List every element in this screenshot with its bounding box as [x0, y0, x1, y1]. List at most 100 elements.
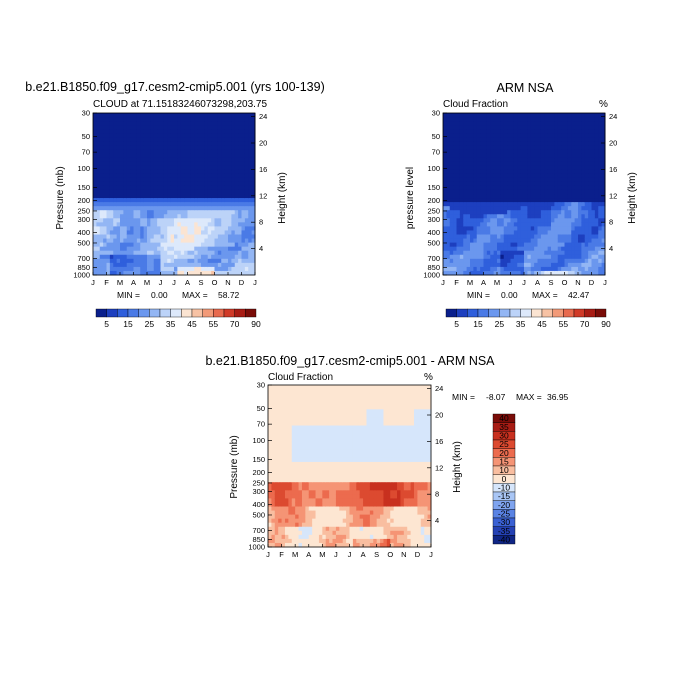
- contour-cell: [480, 181, 485, 187]
- contour-cell: [567, 181, 572, 187]
- contour-cell: [584, 157, 589, 163]
- contour-cell: [224, 258, 229, 264]
- contour-cell: [584, 254, 589, 260]
- contour-cell: [228, 206, 232, 211]
- contour-cell: [93, 194, 97, 199]
- contour-cell: [291, 385, 296, 390]
- contour-cell: [527, 157, 532, 163]
- contour-cell: [291, 425, 296, 431]
- contour-cell: [557, 266, 562, 272]
- contour-cell: [106, 133, 111, 138]
- contour-cell: [123, 161, 128, 167]
- pressure-tick-label: 1000: [73, 271, 90, 280]
- contour-cell: [318, 445, 323, 451]
- contour-cell: [153, 206, 158, 211]
- contour-cell: [153, 214, 158, 219]
- pressure-tick-label: 300: [427, 215, 440, 224]
- contour-cell: [342, 417, 347, 422]
- contour-cell: [456, 218, 461, 223]
- contour-cell: [288, 486, 293, 491]
- contour-cell: [312, 486, 317, 491]
- contour-cell: [574, 137, 579, 142]
- contour-cell: [544, 149, 549, 154]
- contour-cell: [190, 198, 195, 203]
- contour-cell: [332, 429, 337, 435]
- contour-cell: [497, 222, 501, 227]
- contour-cell: [231, 121, 236, 126]
- contour-cell: [332, 538, 337, 544]
- contour-cell: [315, 457, 320, 463]
- contour-cell: [214, 157, 219, 163]
- contour-cell: [109, 145, 114, 150]
- contour-cell: [106, 234, 111, 240]
- contour-cell: [163, 238, 168, 244]
- contour-cell: [167, 141, 172, 146]
- contour-cell: [534, 185, 539, 191]
- contour-cell: [150, 202, 155, 207]
- contour-cell: [588, 258, 593, 264]
- contour-cell: [167, 262, 172, 268]
- contour-cell: [500, 165, 505, 171]
- contour-cell: [476, 165, 481, 171]
- contour-cell: [453, 230, 458, 235]
- contour-cell: [143, 165, 148, 171]
- contour-cell: [497, 141, 501, 146]
- contour-cell: [214, 121, 219, 126]
- contour-cell: [503, 145, 508, 150]
- contour-cell: [160, 189, 165, 195]
- contour-cell: [251, 181, 256, 187]
- contour-cell: [163, 242, 168, 248]
- contour-cell: [567, 141, 572, 146]
- contour-cell: [184, 254, 189, 260]
- contour-cell: [463, 254, 468, 260]
- contour-cell: [493, 117, 498, 122]
- contour-cell: [470, 117, 474, 122]
- contour-cell: [342, 429, 347, 435]
- contour-cell: [150, 194, 155, 199]
- contour-cell: [567, 266, 572, 272]
- contour-cell: [315, 401, 320, 406]
- contour-cell: [241, 258, 246, 264]
- contour-cell: [170, 214, 175, 219]
- contour-cell: [503, 133, 508, 138]
- colorbar-label: 55: [209, 319, 219, 329]
- contour-cell: [268, 466, 272, 471]
- contour-cell: [187, 214, 192, 219]
- contour-cell: [291, 506, 296, 512]
- contour-cell: [513, 246, 518, 252]
- contour-cell: [540, 262, 545, 268]
- contour-cell: [490, 121, 495, 126]
- contour-cell: [180, 185, 185, 191]
- contour-cell: [201, 173, 205, 179]
- contour-cell: [130, 169, 135, 175]
- contour-cell: [228, 141, 232, 146]
- contour-cell: [126, 222, 131, 227]
- contour-cell: [557, 129, 562, 134]
- contour-cell: [551, 121, 555, 126]
- contour-cell: [329, 522, 334, 528]
- contour-cell: [480, 222, 485, 227]
- contour-cell: [238, 210, 243, 215]
- contour-cell: [96, 189, 101, 195]
- contour-cell: [99, 157, 104, 163]
- contour-cell: [567, 214, 572, 219]
- contour-cell: [537, 214, 542, 219]
- contour-cell: [534, 218, 539, 223]
- contour-cell: [547, 234, 552, 240]
- contour-cell: [281, 506, 286, 512]
- contour-cell: [486, 258, 491, 264]
- contour-cell: [113, 153, 118, 159]
- contour-cell: [318, 417, 323, 422]
- contour-cell: [571, 266, 576, 272]
- contour-cell: [598, 202, 603, 207]
- contour-cell: [130, 185, 135, 191]
- contour-cell: [207, 113, 212, 118]
- contour-cell: [459, 222, 464, 227]
- contour-cell: [476, 121, 481, 126]
- contour-cell: [274, 385, 279, 390]
- contour-cell: [153, 194, 158, 199]
- contour-cell: [123, 250, 128, 256]
- contour-cell: [322, 502, 327, 507]
- contour-cell: [490, 173, 495, 179]
- contour-cell: [480, 202, 485, 207]
